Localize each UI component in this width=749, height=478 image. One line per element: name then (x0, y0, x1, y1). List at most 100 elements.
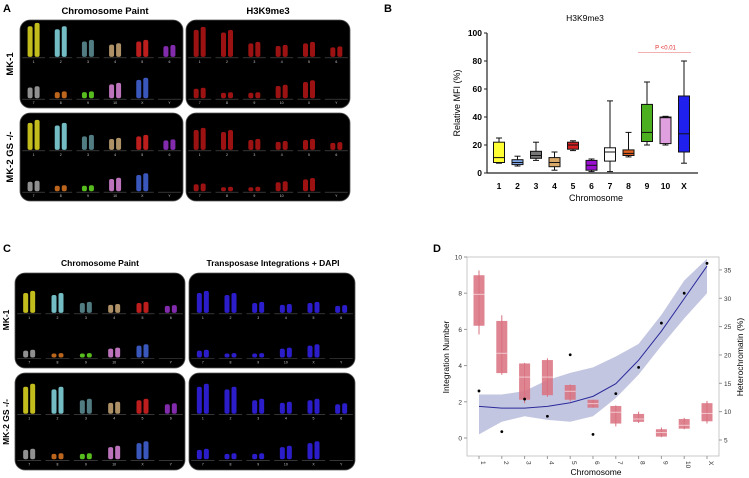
chromosome-9 (259, 453, 265, 460)
chromosome-1 (196, 386, 202, 414)
chromosome-label: 9 (257, 462, 259, 466)
chromosome-label: 4 (114, 60, 116, 64)
x-tick-label: 4 (552, 181, 557, 191)
chromosome-8 (51, 353, 57, 358)
chromosome-X (303, 179, 308, 192)
chromosome-label: 6 (340, 316, 342, 320)
chromosome-label: 7 (199, 194, 201, 198)
chromosome-4 (275, 141, 281, 150)
chromosome-9 (81, 185, 87, 192)
chromosome-1 (203, 383, 209, 414)
chromosome-2 (228, 29, 233, 57)
integration-point-2 (500, 430, 504, 434)
chromosome-label: 1 (28, 417, 30, 421)
panel-background (185, 112, 351, 202)
chromosome-10 (282, 181, 288, 192)
chromosome-6 (163, 46, 169, 57)
heterochromatin-box-1 (473, 275, 485, 326)
integration-point-3 (523, 397, 526, 401)
chromosome-label: 9 (85, 361, 87, 365)
chromosome-7 (203, 448, 209, 460)
chromosome-7 (200, 87, 206, 99)
chromosome-2 (231, 293, 237, 313)
chromosome-label: Y (170, 462, 173, 466)
chromosome-label: 8 (57, 462, 59, 466)
chromosome-label: 3 (87, 153, 89, 157)
integration-point-9 (660, 321, 663, 325)
panel-background (19, 112, 184, 202)
chromosome-X (143, 441, 149, 460)
chromosome-1 (200, 26, 206, 57)
chromosome-10 (115, 347, 121, 358)
chromosome-label: 3 (85, 316, 87, 320)
panel-a-row-mk1: MK-1 (5, 52, 16, 76)
heterochromatin-box-8 (633, 413, 645, 422)
chromosome-label: 1 (33, 153, 35, 157)
chromosome-label: 2 (226, 60, 228, 64)
chromosome-label: X (308, 101, 311, 105)
chromosome-3 (81, 136, 87, 150)
y-tick-label: 80 (473, 56, 483, 66)
chromosome-label: X (141, 361, 144, 365)
chromosome-label: 1 (33, 60, 35, 64)
y-right-tick-label: 20 (724, 352, 732, 359)
chromosome-8 (54, 185, 60, 192)
chromosome-1 (200, 127, 206, 150)
heterochromatin-box-4 (541, 360, 553, 396)
heterochromatin-box-5 (564, 385, 576, 400)
karyotype-panel-a-paint-mk1: 1 2 3 4 5 6 7 8 9 10 X Y (19, 19, 184, 109)
chromosome-label: 1 (28, 316, 30, 320)
chromosome-10 (286, 347, 292, 358)
karyotype-panels: 1 2 3 4 5 67 8 9 10 X Y1 2 3 4 5 67 8 9 10 X Y1 2 3 4 5 67 8 9 10 X Y1… (14, 19, 356, 471)
chromosome-label: 4 (285, 316, 287, 320)
chromosome-9 (252, 353, 258, 358)
chromosome-2 (221, 32, 226, 57)
chromosome-X (310, 178, 315, 192)
chromosome-4 (115, 401, 121, 414)
chromosome-label: 10 (113, 101, 117, 105)
panel-background (14, 272, 186, 369)
chromosome-label: 10 (280, 101, 284, 105)
integration-point-1 (477, 389, 481, 393)
chromosome-3 (86, 301, 92, 313)
chromosome-1 (193, 29, 199, 57)
panel-c-title-dapi: Transposase Integrations + DAPI (207, 258, 340, 268)
panel-c-row-mk2: MK-2 GS -/- (1, 399, 11, 445)
chart-d-integrations: Chromosome Integration Number Heterochro… (441, 255, 745, 478)
chromosome-label: 10 (284, 361, 288, 365)
chromosome-label: 3 (253, 60, 255, 64)
panel-label-d: D (433, 243, 441, 255)
chromosome-label: 2 (60, 60, 62, 64)
chromosome-label: 4 (281, 153, 283, 157)
chromosome-label: 5 (313, 316, 315, 320)
chromosome-X (310, 80, 315, 99)
chromosome-3 (252, 302, 258, 313)
chromosome-8 (221, 187, 226, 192)
x-tick-label: 5 (571, 181, 576, 191)
y-tick-label: 40 (473, 112, 483, 122)
chromosome-3 (255, 138, 261, 150)
chromosome-label: 8 (230, 462, 232, 466)
chromosome-4 (109, 44, 115, 57)
chromosome-label: 9 (87, 194, 89, 198)
chromosome-label: 5 (142, 316, 144, 320)
chromosome-2 (231, 386, 237, 414)
confidence-band (479, 258, 707, 435)
chromosome-2 (61, 122, 67, 150)
chromosome-label: 9 (87, 101, 89, 105)
chromosome-label: 4 (113, 316, 115, 320)
chromosome-6 (337, 46, 343, 57)
chromosome-7 (34, 180, 40, 192)
chromosome-label: 4 (281, 60, 283, 64)
chromosome-10 (279, 348, 285, 358)
panel-label-a: A (3, 3, 11, 15)
x-tick-label: 10 (684, 461, 691, 469)
chromosome-X (314, 344, 320, 358)
chromosome-label: 5 (141, 60, 143, 64)
x-tick-label: 10 (661, 181, 671, 191)
chromosome-label: 7 (202, 361, 204, 365)
chromosome-1 (196, 293, 202, 313)
chromosome-2 (224, 295, 230, 313)
chromosome-9 (248, 187, 254, 192)
